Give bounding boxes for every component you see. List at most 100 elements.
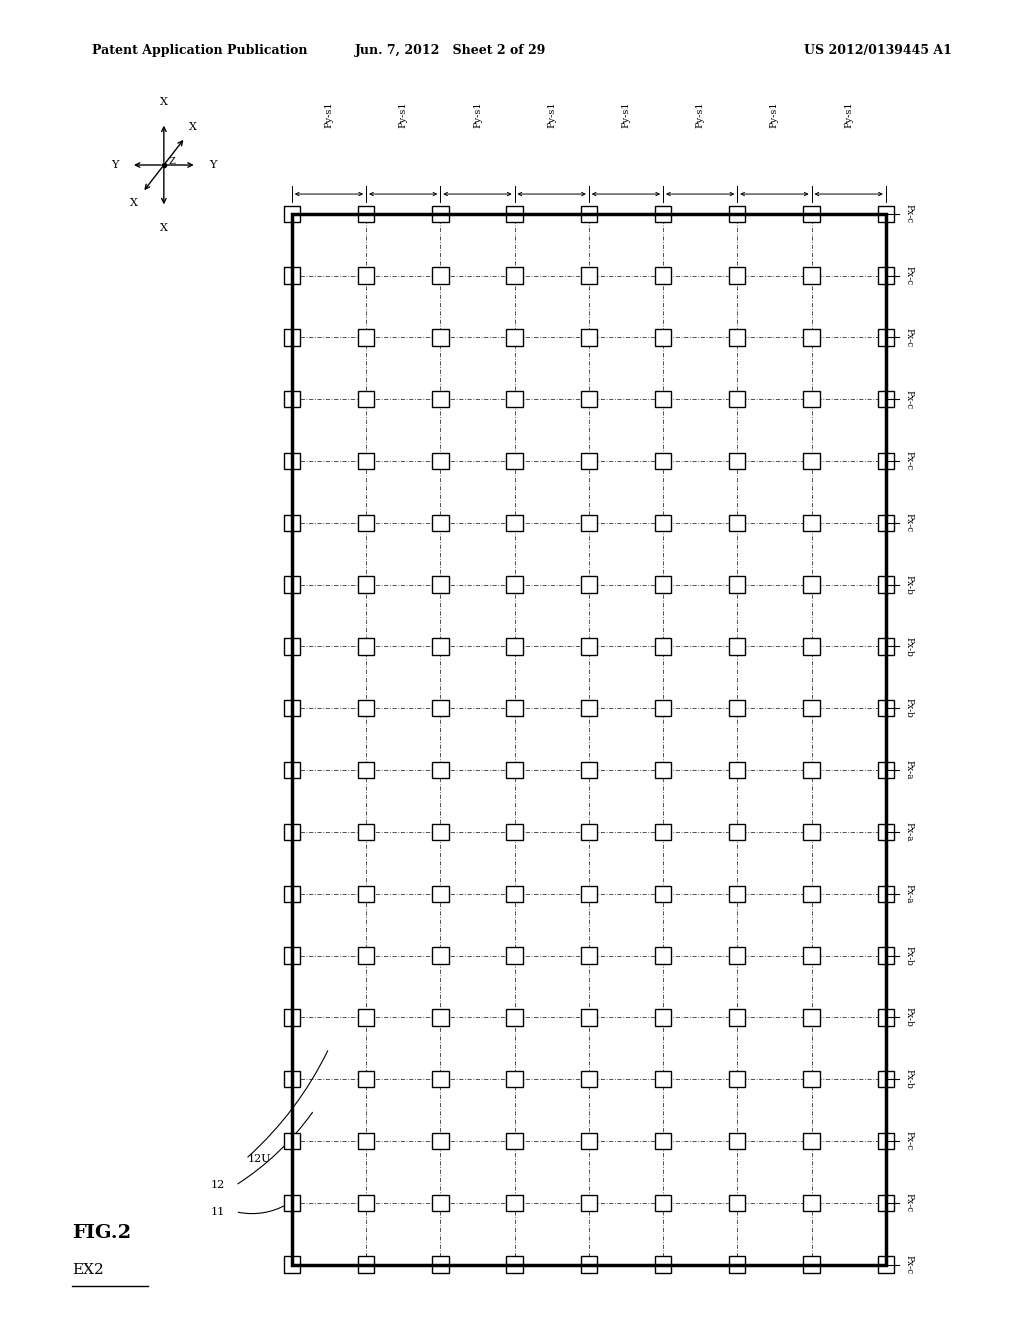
Bar [729, 515, 745, 531]
Text: Z: Z [169, 157, 176, 165]
Bar [729, 268, 745, 284]
Bar [655, 886, 672, 902]
Bar [878, 1133, 894, 1150]
Text: Py-s1: Py-s1 [844, 102, 853, 128]
Bar [358, 1257, 375, 1272]
Bar [581, 268, 597, 284]
Bar [655, 1195, 672, 1210]
Bar [655, 948, 672, 964]
Bar [655, 824, 672, 840]
Bar [729, 329, 745, 346]
Bar [284, 886, 300, 902]
Text: Patent Application Publication: Patent Application Publication [92, 44, 307, 57]
Bar [358, 948, 375, 964]
Bar [655, 1133, 672, 1150]
Bar [358, 886, 375, 902]
Bar [581, 1071, 597, 1088]
Bar [655, 1071, 672, 1088]
Bar [803, 206, 819, 222]
Bar [506, 515, 522, 531]
Bar [284, 948, 300, 964]
Bar [803, 700, 819, 717]
Bar [581, 1008, 597, 1026]
Bar [581, 1133, 597, 1150]
Bar [803, 948, 819, 964]
Bar [284, 206, 300, 222]
Bar [729, 639, 745, 655]
Bar [358, 1071, 375, 1088]
Text: 12U: 12U [248, 1154, 271, 1164]
Bar [581, 1195, 597, 1210]
Bar [432, 700, 449, 717]
Text: Px-b: Px-b [904, 1007, 913, 1027]
Bar [432, 453, 449, 470]
Bar [878, 824, 894, 840]
Text: Py-s1: Py-s1 [547, 102, 556, 128]
Bar [878, 948, 894, 964]
Bar [358, 1133, 375, 1150]
Bar [803, 268, 819, 284]
Bar [803, 639, 819, 655]
Text: Px-c: Px-c [904, 205, 913, 223]
Bar [284, 268, 300, 284]
Bar [729, 1008, 745, 1026]
Text: FIG.2: FIG.2 [72, 1224, 131, 1242]
Text: Py-s1: Py-s1 [622, 102, 631, 128]
Text: X: X [130, 198, 138, 209]
Bar [803, 1133, 819, 1150]
Text: Py-s1: Py-s1 [398, 102, 408, 128]
Bar [506, 391, 522, 408]
Bar [803, 1071, 819, 1088]
Bar [358, 453, 375, 470]
Bar [878, 391, 894, 408]
Bar [358, 329, 375, 346]
Bar [803, 453, 819, 470]
Bar [284, 1257, 300, 1272]
Bar [358, 824, 375, 840]
Bar [432, 577, 449, 593]
Bar [358, 515, 375, 531]
Bar [729, 453, 745, 470]
Bar [655, 639, 672, 655]
Bar [581, 577, 597, 593]
Text: Px-b: Px-b [904, 1069, 913, 1089]
Text: X: X [160, 96, 168, 107]
Bar [358, 639, 375, 655]
Bar [581, 391, 597, 408]
Bar [655, 206, 672, 222]
Bar [432, 1008, 449, 1026]
Text: Px-a: Px-a [904, 822, 913, 842]
Bar [506, 886, 522, 902]
Bar [506, 639, 522, 655]
Bar [506, 206, 522, 222]
Bar [284, 329, 300, 346]
Bar [581, 948, 597, 964]
Bar [432, 639, 449, 655]
Text: Px-c: Px-c [904, 1131, 913, 1151]
Bar [284, 1071, 300, 1088]
Bar [358, 268, 375, 284]
Bar [803, 577, 819, 593]
Bar [729, 391, 745, 408]
Bar [284, 700, 300, 717]
Text: Py-s1: Py-s1 [770, 102, 779, 128]
Bar [581, 886, 597, 902]
Bar [284, 453, 300, 470]
Bar [581, 1257, 597, 1272]
Bar [506, 577, 522, 593]
Bar [432, 762, 449, 779]
Text: Px-a: Px-a [904, 760, 913, 780]
Bar [878, 329, 894, 346]
Bar [506, 1133, 522, 1150]
Bar [358, 577, 375, 593]
Bar [803, 329, 819, 346]
Text: Px-b: Px-b [904, 945, 913, 965]
Bar [358, 206, 375, 222]
Bar [878, 268, 894, 284]
Bar [878, 206, 894, 222]
Text: Px-b: Px-b [904, 636, 913, 656]
Text: Px-c: Px-c [904, 327, 913, 347]
Bar [878, 700, 894, 717]
Text: Px-c: Px-c [904, 267, 913, 285]
Bar [432, 391, 449, 408]
